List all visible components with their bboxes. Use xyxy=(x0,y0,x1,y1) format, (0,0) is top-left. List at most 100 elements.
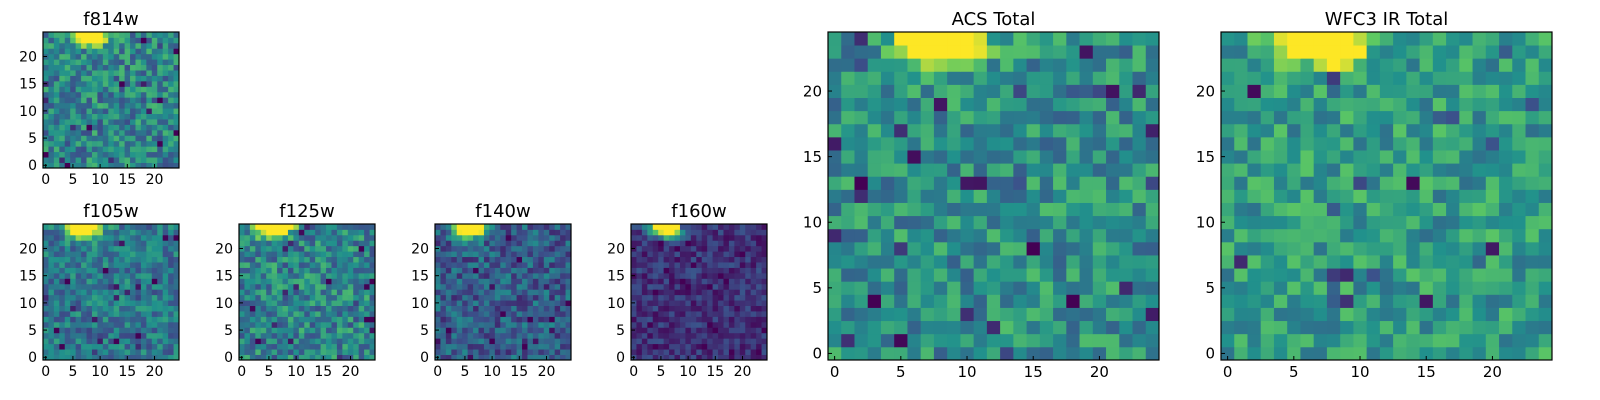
heatmap-cell xyxy=(674,267,681,274)
heatmap-cell xyxy=(151,343,158,350)
heatmap-cell xyxy=(1260,255,1275,269)
y-tick-label: 20 xyxy=(607,241,625,257)
heatmap-cell xyxy=(538,289,545,296)
heatmap-cell xyxy=(663,338,670,345)
heatmap-cell xyxy=(435,343,441,350)
heatmap-cell xyxy=(986,320,1001,335)
heatmap-cell xyxy=(102,234,109,241)
axes-frame xyxy=(42,223,180,361)
heatmap-cell xyxy=(1221,294,1235,308)
heatmap-cell xyxy=(1247,241,1262,256)
heatmap-cell xyxy=(505,278,512,285)
heatmap-cell xyxy=(907,150,922,164)
x-tick-label: 20 xyxy=(538,364,556,380)
heatmap-cell xyxy=(135,157,142,163)
heatmap-cell xyxy=(298,283,305,290)
heatmap-cell xyxy=(97,300,104,306)
heatmap-cell xyxy=(309,321,316,328)
heatmap-cell xyxy=(880,97,895,112)
heatmap-cell xyxy=(1106,241,1120,256)
heatmap-cell xyxy=(320,272,327,279)
heatmap-cell xyxy=(1499,84,1513,98)
heatmap-cell xyxy=(336,240,343,247)
heatmap-cell xyxy=(43,129,49,136)
heatmap-cell xyxy=(973,123,988,138)
heatmap-cell xyxy=(473,338,479,345)
heatmap-cell xyxy=(933,202,948,217)
heatmap-cell xyxy=(1499,136,1513,151)
heatmap-cell xyxy=(75,267,82,274)
heatmap-cell xyxy=(478,289,485,296)
heatmap-cell xyxy=(97,32,104,38)
heatmap-cell xyxy=(1287,307,1301,322)
heatmap-cell xyxy=(828,241,842,256)
heatmap-cell xyxy=(1145,110,1160,125)
heatmap-cell xyxy=(1119,84,1133,98)
heatmap-cell xyxy=(1432,163,1447,177)
heatmap-cell xyxy=(64,86,71,93)
heatmap-cell xyxy=(59,245,66,252)
heatmap-cell xyxy=(894,307,908,322)
heatmap-cell xyxy=(907,58,922,72)
heatmap-cell xyxy=(1079,268,1094,282)
heatmap-cell xyxy=(920,136,935,151)
heatmap-cell xyxy=(81,70,87,76)
heatmap-cell xyxy=(1234,281,1248,295)
heatmap-cell xyxy=(146,316,153,323)
heatmap-cell xyxy=(1092,255,1107,269)
heatmap-cell xyxy=(266,224,273,230)
heatmap-cell xyxy=(282,327,289,334)
heatmap-cell xyxy=(1512,346,1526,361)
heatmap-cell xyxy=(309,305,316,312)
heatmap-cell xyxy=(108,283,115,290)
heatmap-cell xyxy=(64,32,71,38)
heatmap-cell xyxy=(102,70,109,76)
heatmap-cell xyxy=(538,256,545,263)
heatmap-cell xyxy=(663,343,670,350)
heatmap-cell xyxy=(91,272,98,279)
heatmap-cell xyxy=(986,150,1001,164)
axes-frame xyxy=(434,223,572,361)
heatmap-cell xyxy=(331,234,338,241)
heatmap-cell xyxy=(445,349,452,355)
heatmap-cell xyxy=(239,332,245,339)
y-tick-label: 20 xyxy=(19,49,37,65)
heatmap-cell xyxy=(266,256,273,263)
heatmap-cell xyxy=(745,300,752,306)
heatmap-cell xyxy=(108,86,115,93)
heatmap-cell xyxy=(102,224,109,230)
heatmap-cell xyxy=(750,338,757,345)
heatmap-cell xyxy=(1287,97,1301,112)
heatmap-cell xyxy=(658,343,665,350)
heatmap-cell xyxy=(91,245,98,252)
heatmap-cell xyxy=(293,305,300,312)
heatmap-cell xyxy=(347,240,354,247)
heatmap-cell xyxy=(119,91,125,98)
heatmap-cell xyxy=(53,278,60,285)
heatmap-cell xyxy=(986,281,1001,295)
heatmap-cell xyxy=(445,311,452,317)
heatmap-cell xyxy=(489,311,496,317)
heatmap-cell xyxy=(97,113,104,120)
heatmap-cell xyxy=(631,283,637,290)
heatmap-cell xyxy=(712,327,719,334)
heatmap-cell xyxy=(282,283,289,290)
heatmap-cell xyxy=(1247,202,1262,217)
heatmap-cell xyxy=(1026,84,1041,98)
y-tick-label: 10 xyxy=(215,296,233,312)
heatmap-cell xyxy=(59,124,66,131)
heatmap-cell xyxy=(64,321,71,328)
heatmap-cell xyxy=(91,32,98,38)
heatmap-cell xyxy=(500,321,507,328)
heatmap-cell xyxy=(53,338,60,345)
heatmap-cell xyxy=(734,338,741,345)
heatmap-cell xyxy=(828,333,842,348)
heatmap-cell xyxy=(663,289,670,296)
heatmap-cell xyxy=(91,229,98,236)
heatmap-cell xyxy=(358,245,365,252)
heatmap-cell xyxy=(353,289,360,296)
heatmap-cell xyxy=(445,300,452,306)
heatmap-cell xyxy=(1432,294,1447,308)
heatmap-cell xyxy=(146,129,153,136)
heatmap-cell xyxy=(728,283,735,290)
